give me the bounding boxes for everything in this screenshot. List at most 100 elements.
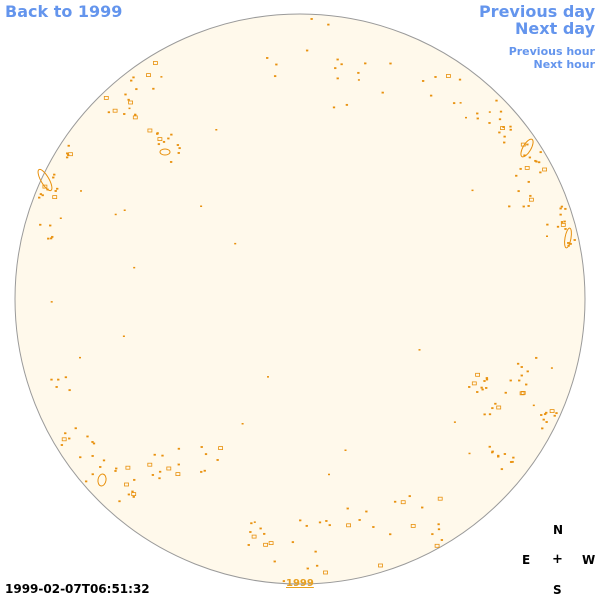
contour-speck [520, 374, 523, 377]
contour-speck [485, 377, 489, 379]
year-link[interactable]: 1999 [286, 578, 314, 589]
contour-speck [431, 533, 434, 536]
contour-speck [203, 469, 206, 472]
contour-speck [249, 531, 252, 533]
contour-speck [535, 160, 538, 163]
contour-speck [535, 356, 538, 359]
contour-speck [465, 116, 467, 119]
contour-speck [491, 407, 494, 410]
contour-speck [318, 521, 322, 524]
next-day-link[interactable]: Next day [515, 19, 595, 38]
contour-speck [550, 367, 553, 369]
contour-speck [485, 378, 489, 381]
contour-speck [166, 466, 172, 471]
contour-speck [263, 532, 266, 535]
contour-speck [169, 161, 173, 163]
contour-loop [97, 473, 107, 487]
contour-loop [159, 148, 171, 156]
contour-speck [500, 126, 505, 130]
contour-speck [253, 521, 256, 523]
contour-speck [526, 370, 529, 373]
contour-speck [516, 362, 520, 365]
previous-day-link[interactable]: Previous day [478, 2, 595, 21]
contour-speck [158, 477, 161, 480]
contour-speck [74, 427, 77, 430]
contour-speck [537, 161, 541, 164]
contour-speck [200, 205, 203, 207]
contour-speck [529, 197, 534, 202]
contour-speck [488, 413, 492, 416]
contour-speck [91, 441, 94, 443]
contour-speck [336, 58, 339, 61]
back-to-year-link[interactable]: Back to 1999 [5, 2, 123, 21]
contour-speck [553, 414, 556, 417]
contour-speck [133, 266, 136, 269]
contour-speck [389, 62, 392, 65]
contour-speck [476, 117, 479, 120]
contour-speck [305, 524, 308, 527]
contour-speck [175, 472, 181, 477]
contour-speck [251, 534, 257, 539]
contour-speck [437, 523, 440, 526]
contour-speck [127, 493, 131, 496]
contour-speck [79, 456, 82, 459]
contour-speck [282, 580, 286, 583]
contour-speck [204, 453, 208, 456]
contour-speck [476, 112, 479, 115]
contour-speck [519, 167, 522, 170]
contour-speck [68, 437, 71, 440]
contour-speck [103, 96, 109, 100]
contour-speck [542, 167, 547, 172]
contour-speck [453, 421, 456, 423]
contour-speck [483, 380, 486, 382]
contour-speck [52, 176, 55, 179]
contour-speck [357, 71, 360, 74]
contour-speck [57, 378, 60, 381]
contour-speck [481, 388, 484, 391]
contour-speck [400, 500, 406, 505]
contour-speck [328, 524, 331, 527]
contour-speck [273, 75, 277, 78]
contour-speck [517, 190, 520, 193]
contour-speck [134, 113, 137, 116]
contour-speck [135, 88, 138, 91]
contour-speck [114, 213, 117, 216]
contour-speck [152, 87, 155, 90]
contour-speck [122, 335, 125, 337]
contour-speck [503, 453, 507, 455]
contour-speck [509, 379, 512, 382]
compass-east-label: E [522, 553, 531, 567]
next-hour-link[interactable]: Next hour [533, 58, 596, 71]
contour-speck [91, 473, 94, 476]
contour-speck [559, 207, 562, 210]
contour-speck [267, 376, 269, 378]
contour-speck [49, 224, 52, 227]
contour-speck [42, 184, 48, 189]
contour-speck [524, 165, 530, 170]
contour-speck [59, 217, 62, 219]
compass-north-label: N [553, 523, 564, 537]
contour-speck [393, 500, 397, 503]
contour-speck [291, 541, 295, 544]
contour-speck [488, 445, 491, 448]
contour-speck [128, 107, 131, 110]
contour-speck [158, 470, 162, 473]
contour-speck [64, 376, 68, 379]
contour-speck [340, 63, 343, 66]
contour-speck [127, 98, 130, 101]
contour-speck [153, 453, 156, 456]
previous-hour-link[interactable]: Previous hour [508, 45, 595, 58]
contour-speck [65, 156, 69, 159]
contour-speck [92, 442, 96, 445]
contour-speck [91, 455, 94, 457]
contour-speck [275, 63, 278, 66]
contour-speck [357, 79, 360, 81]
contour-speck [132, 76, 135, 79]
contour-speck [241, 423, 244, 425]
contour-speck [468, 452, 471, 455]
contour-speck [216, 459, 219, 461]
contour-speck [178, 147, 181, 150]
contour-speck [123, 113, 126, 115]
contour-speck [545, 411, 548, 414]
contour-speck [549, 409, 555, 414]
